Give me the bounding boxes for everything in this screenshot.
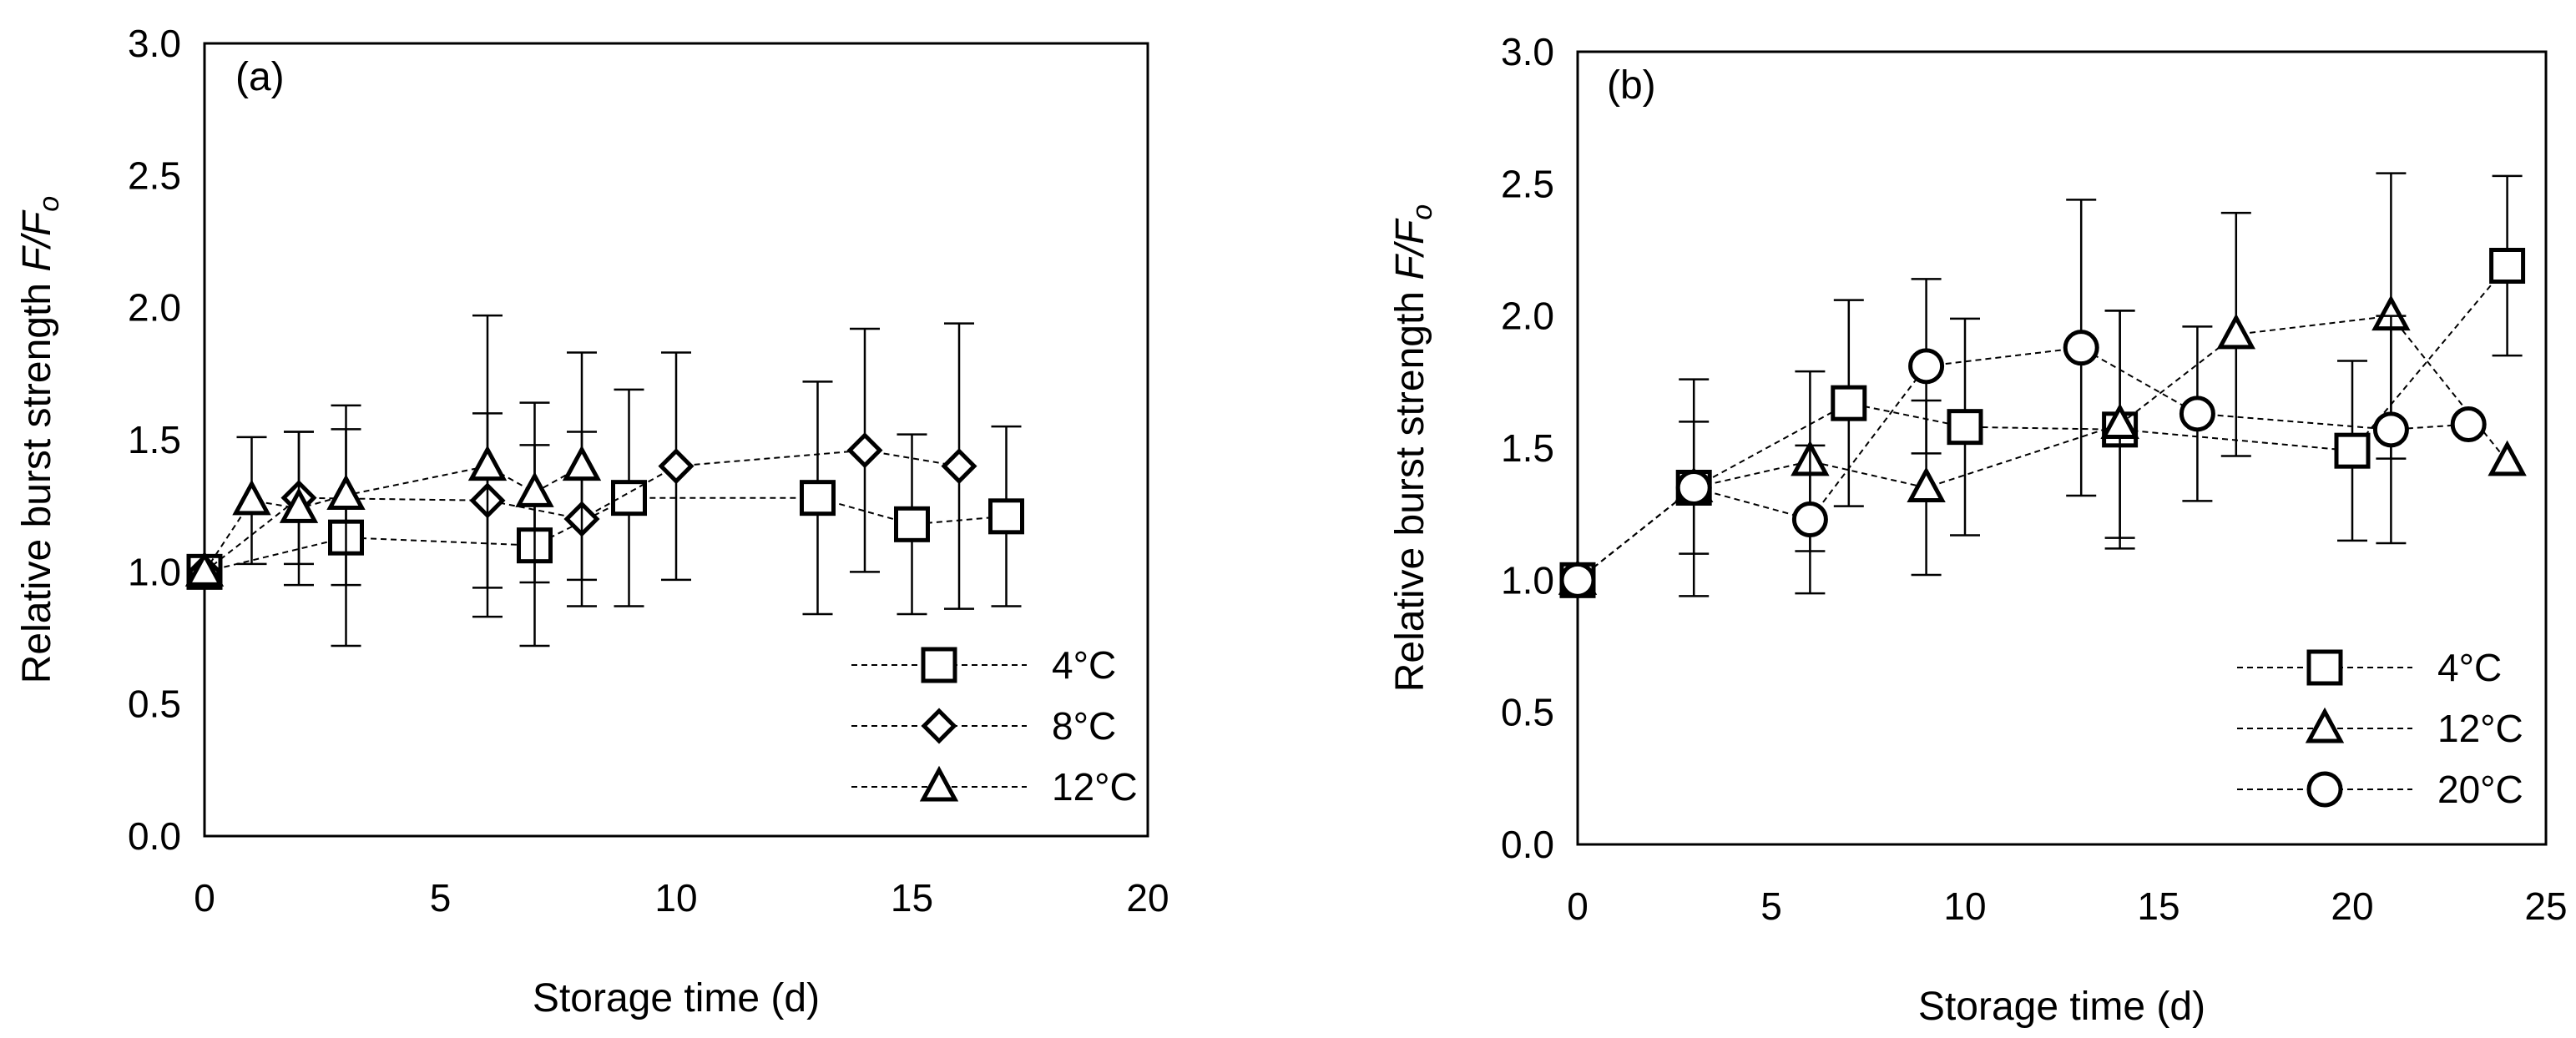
legend-marker-triangle — [2305, 707, 2345, 743]
y-tick-label: 0.5 — [128, 683, 181, 726]
data-point-triangle — [279, 487, 319, 523]
legend-entry: 12°C — [2237, 707, 2523, 750]
data-point-circle — [1559, 562, 1596, 598]
data-point-circle — [1908, 348, 1945, 385]
data-point-square — [2334, 432, 2371, 469]
x-tick-label: 20 — [1126, 876, 1169, 920]
data-point-square — [2489, 248, 2526, 284]
data-point-diamond — [658, 448, 695, 485]
data-point-triangle — [2488, 440, 2527, 476]
x-tick-label: 0 — [1567, 884, 1589, 928]
series-triangle — [1558, 172, 2527, 595]
panel-label: (a) — [235, 55, 285, 99]
y-axis-label-italic: F/F — [1388, 218, 1432, 280]
x-axis-label: Storage time (d) — [533, 976, 820, 1020]
legend-marker-diamond — [921, 708, 957, 744]
legend-entry: 4°C — [2237, 646, 2502, 689]
y-axis-label-subscript: o — [1407, 204, 1438, 220]
data-point-triangle — [562, 445, 602, 481]
legend-entry: 12°C — [851, 765, 1138, 809]
data-point-triangle — [1907, 466, 1946, 502]
legend-entry: 8°C — [851, 704, 1116, 748]
series-line — [204, 496, 1007, 573]
data-point-triangle — [232, 479, 271, 516]
series-line — [1577, 346, 2469, 582]
legend-label: 20°C — [2437, 768, 2523, 811]
legend-label: 12°C — [2437, 707, 2523, 750]
plot-frame — [203, 42, 1149, 838]
series-circle — [1559, 199, 2487, 598]
x-tick-label: 15 — [2137, 884, 2179, 928]
series-line — [1577, 265, 2508, 582]
x-tick-label: 0 — [194, 876, 215, 920]
y-tick-label: 2.5 — [128, 154, 181, 197]
chart-panel-a: 0.0 0.5 1.0 1.5 2.0 2.5 3.0 0 5 10 15 20 Storage tim… — [15, 22, 1169, 1020]
x-tick-label: 5 — [1760, 884, 1782, 928]
legend-label: 12°C — [1052, 765, 1138, 809]
y-tick-label: 0.0 — [128, 814, 181, 858]
y-tick-label: 1.0 — [128, 550, 181, 593]
y-tick-label: 0.5 — [1501, 691, 1554, 734]
x-tick-label: 5 — [430, 876, 452, 920]
y-tick-label: 1.5 — [128, 418, 181, 461]
y-axis-label-text: Relative burst strength — [15, 272, 59, 684]
data-point-triangle — [184, 551, 225, 587]
data-point-circle — [2450, 406, 2487, 442]
data-point-circle — [1791, 501, 1828, 537]
data-point-square — [800, 480, 836, 516]
y-axis-label-subscript: o — [33, 196, 65, 212]
y-axis-label: Relative burst strength F/Fo — [1388, 204, 1438, 692]
series-square — [1559, 174, 2526, 598]
data-point-circle — [2063, 330, 2099, 366]
y-tick-label: 2.0 — [128, 286, 181, 330]
legend-marker-triangle — [919, 765, 959, 802]
data-point-circle — [2179, 396, 2215, 432]
y-tick-label: 1.5 — [1501, 426, 1554, 470]
data-point-triangle — [326, 474, 366, 510]
y-axis-label-italic: F/F — [15, 209, 59, 272]
legend-marker-square — [921, 647, 957, 683]
legend-label: 4°C — [1052, 643, 1116, 687]
legend-label: 4°C — [2437, 646, 2502, 689]
data-point-square — [1831, 385, 1867, 421]
y-axis-label-text: Relative burst strength — [1388, 280, 1432, 693]
plot-frame — [1576, 50, 2548, 846]
data-point-triangle — [515, 471, 554, 507]
x-tick-label: 20 — [2331, 884, 2373, 928]
legend-entry: 20°C — [2237, 768, 2523, 811]
data-point-triangle — [2216, 313, 2256, 350]
y-tick-label: 1.0 — [1501, 558, 1554, 602]
data-point-triangle — [2100, 403, 2139, 439]
y-tick-label: 3.0 — [1501, 30, 1554, 73]
data-point-square — [611, 480, 647, 516]
data-point-square — [988, 498, 1024, 535]
y-tick-label: 2.0 — [1501, 295, 1554, 338]
series-triangle — [184, 314, 602, 618]
y-tick-label: 3.0 — [128, 22, 181, 65]
x-tick-label: 10 — [654, 876, 697, 920]
y-tick-label: 0.0 — [1501, 823, 1554, 866]
y-axis-label: Relative burst strength F/Fo — [15, 196, 65, 683]
x-tick-label: 10 — [1943, 884, 1986, 928]
legend-marker-square — [2306, 649, 2343, 686]
legend-label: 8°C — [1052, 704, 1116, 748]
data-point-square — [1947, 409, 1983, 446]
legend-marker-circle — [2306, 771, 2343, 808]
x-axis-label: Storage time (d) — [1918, 985, 2205, 1029]
x-tick-label: 15 — [891, 876, 933, 920]
data-point-diamond — [846, 432, 883, 469]
data-point-square — [894, 506, 930, 542]
series-square — [186, 380, 1024, 647]
y-tick-label: 2.5 — [1501, 162, 1554, 205]
data-point-circle — [2372, 411, 2409, 448]
panel-label: (b) — [1607, 63, 1656, 108]
data-point-triangle — [467, 445, 508, 481]
legend-entry: 4°C — [851, 643, 1116, 687]
data-point-circle — [1675, 470, 1712, 506]
chart-panel-b: 0.0 0.5 1.0 1.5 2.0 2.5 3.0 0 5 10 15 20 25 Storage t… — [1388, 30, 2568, 1029]
data-point-diamond — [941, 448, 977, 485]
x-tick-label: 25 — [2524, 884, 2567, 928]
